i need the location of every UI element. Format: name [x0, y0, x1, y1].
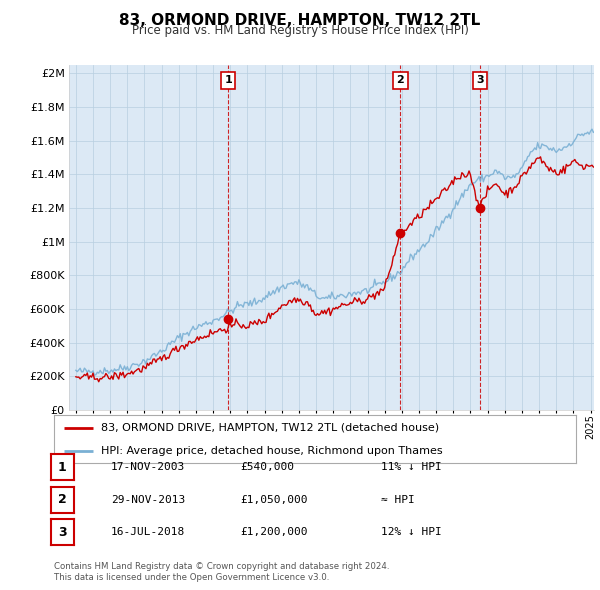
Text: 1: 1: [224, 76, 232, 86]
Text: 11% ↓ HPI: 11% ↓ HPI: [381, 463, 442, 472]
Text: Price paid vs. HM Land Registry's House Price Index (HPI): Price paid vs. HM Land Registry's House …: [131, 24, 469, 37]
Text: £540,000: £540,000: [240, 463, 294, 472]
Text: 2: 2: [58, 493, 67, 506]
Text: £1,200,000: £1,200,000: [240, 527, 308, 537]
Text: 3: 3: [58, 526, 67, 539]
Text: ≈ HPI: ≈ HPI: [381, 495, 415, 504]
Text: 2: 2: [397, 76, 404, 86]
Text: 16-JUL-2018: 16-JUL-2018: [111, 527, 185, 537]
Text: £1,050,000: £1,050,000: [240, 495, 308, 504]
Text: This data is licensed under the Open Government Licence v3.0.: This data is licensed under the Open Gov…: [54, 572, 329, 582]
Text: HPI: Average price, detached house, Richmond upon Thames: HPI: Average price, detached house, Rich…: [101, 446, 443, 456]
Text: 1: 1: [58, 461, 67, 474]
Text: 83, ORMOND DRIVE, HAMPTON, TW12 2TL: 83, ORMOND DRIVE, HAMPTON, TW12 2TL: [119, 13, 481, 28]
Text: 12% ↓ HPI: 12% ↓ HPI: [381, 527, 442, 537]
Text: Contains HM Land Registry data © Crown copyright and database right 2024.: Contains HM Land Registry data © Crown c…: [54, 562, 389, 571]
Text: 3: 3: [476, 76, 484, 86]
Text: 83, ORMOND DRIVE, HAMPTON, TW12 2TL (detached house): 83, ORMOND DRIVE, HAMPTON, TW12 2TL (det…: [101, 423, 439, 433]
Text: 17-NOV-2003: 17-NOV-2003: [111, 463, 185, 472]
Text: 29-NOV-2013: 29-NOV-2013: [111, 495, 185, 504]
